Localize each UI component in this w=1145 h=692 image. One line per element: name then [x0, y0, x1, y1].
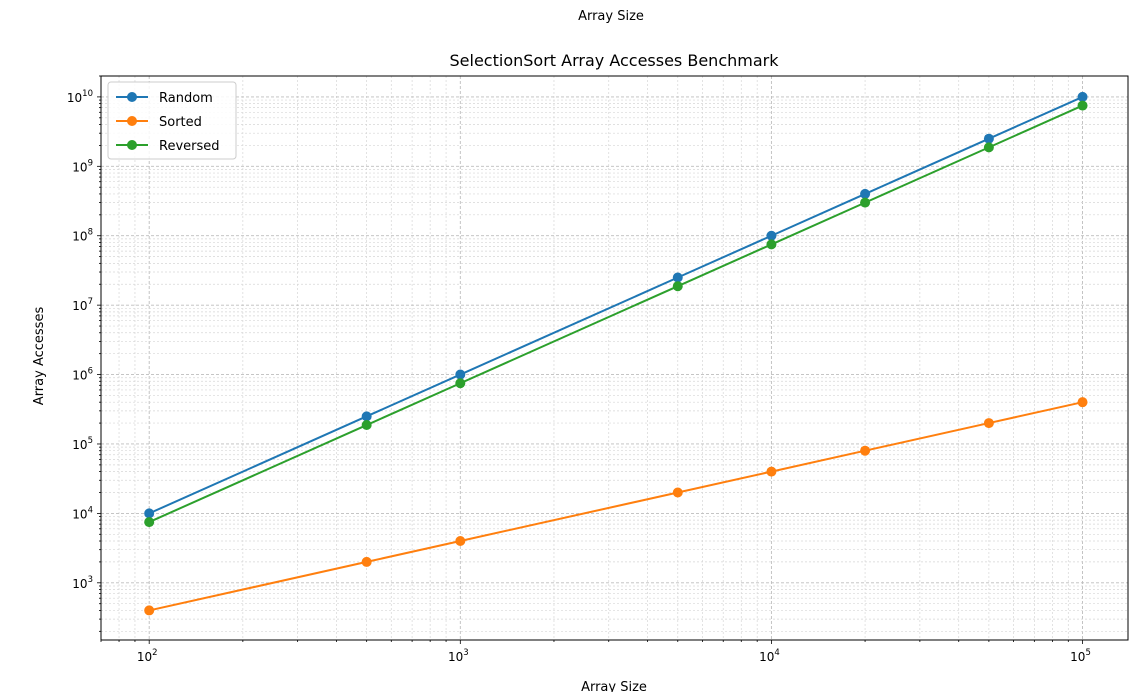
data-point-sorted	[860, 445, 871, 456]
x-tick-label: 103	[448, 648, 469, 664]
plot-frame	[100, 75, 1129, 641]
legend-label: Sorted	[159, 115, 202, 130]
data-point-sorted	[1077, 397, 1088, 408]
series-line-random	[148, 95, 1083, 515]
legend-marker-random	[127, 92, 137, 102]
data-point-reversed	[1077, 100, 1088, 111]
x-tick-label: 105	[1070, 648, 1091, 664]
legend-label: Random	[159, 91, 213, 106]
x-axis-ticks: 102 103 104 105	[100, 640, 1091, 664]
legend: Random Sorted Reversed	[107, 81, 237, 160]
data-point-random	[144, 508, 155, 519]
y-tick-label: 108	[72, 228, 93, 244]
legend-marker-sorted	[127, 116, 137, 126]
data-point-sorted	[361, 556, 372, 567]
legend-label: Reversed	[159, 139, 220, 154]
y-tick-label: 105	[72, 436, 93, 452]
series-line-reversed	[148, 104, 1083, 523]
data-point-sorted	[455, 536, 466, 547]
y-tick-label: 1010	[67, 89, 93, 105]
data-point-sorted	[672, 487, 683, 498]
x-tick-label: 104	[759, 648, 780, 664]
x-tick-label: 102	[137, 648, 158, 664]
data-point-random	[766, 230, 777, 241]
legend-box	[107, 81, 237, 160]
y-tick-label: 106	[72, 367, 93, 383]
data-point-reversed	[361, 420, 372, 431]
chart-title: SelectionSort Array Accesses Benchmark	[450, 51, 780, 70]
data-point-reversed	[983, 142, 994, 153]
series-line-sorted	[148, 401, 1083, 612]
data-point-random	[455, 369, 466, 380]
data-point-random	[983, 133, 994, 144]
y-tick-label: 107	[72, 297, 93, 313]
y-axis-label: Array Accesses	[32, 307, 47, 406]
data-point-random	[1077, 91, 1088, 102]
data-point-random	[361, 411, 372, 422]
y-tick-label: 103	[72, 575, 93, 591]
series-layer	[144, 91, 1088, 616]
data-point-reversed	[672, 281, 683, 292]
legend-marker-reversed	[127, 140, 137, 150]
data-point-reversed	[455, 378, 466, 389]
data-point-reversed	[144, 517, 155, 528]
data-point-random	[672, 272, 683, 283]
y-tick-label: 104	[72, 505, 93, 521]
data-point-sorted	[983, 418, 994, 429]
data-point-sorted	[766, 466, 777, 477]
x-axis-label: Array Size	[581, 680, 647, 692]
y-tick-label: 109	[72, 158, 93, 174]
data-point-reversed	[766, 239, 777, 250]
y-axis-ticks: 103 104 105 106 107 108 109 1010	[67, 75, 101, 632]
data-point-sorted	[144, 605, 155, 616]
data-point-random	[860, 188, 871, 199]
grid	[100, 75, 1128, 640]
figure-top-label: Array Size	[578, 9, 644, 24]
data-point-reversed	[860, 197, 871, 208]
